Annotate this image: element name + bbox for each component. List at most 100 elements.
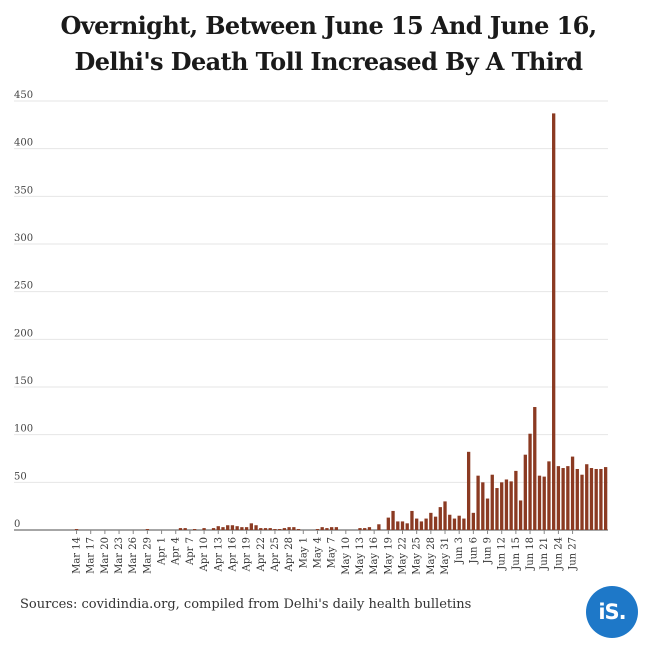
x-tick-label: Jun 3 xyxy=(454,537,465,564)
bar xyxy=(466,451,471,530)
bar xyxy=(443,501,447,530)
x-tick-label: May 10 xyxy=(341,537,352,575)
y-tick-label: 250 xyxy=(14,281,33,292)
bar xyxy=(471,512,476,530)
bar xyxy=(363,528,367,530)
bar xyxy=(367,527,372,530)
x-tick-label: Apr 1 xyxy=(157,537,168,566)
bar xyxy=(377,524,381,530)
bar xyxy=(278,529,282,530)
x-tick-label: Apr 7 xyxy=(185,537,196,566)
bar xyxy=(462,518,466,530)
bar xyxy=(244,527,249,530)
bar xyxy=(400,521,405,530)
y-tick-label: 400 xyxy=(14,138,33,149)
bar xyxy=(325,528,329,530)
bar xyxy=(528,433,532,530)
bar xyxy=(334,527,339,530)
bar xyxy=(183,528,187,530)
bar xyxy=(542,476,546,530)
y-tick-label: 200 xyxy=(14,328,33,339)
y-tick-label: 0 xyxy=(14,519,20,530)
bar xyxy=(419,521,424,530)
bar xyxy=(358,528,362,530)
x-tick-label: May 16 xyxy=(369,537,380,575)
indiaspend-logo: iS. xyxy=(586,586,638,638)
bar xyxy=(235,526,239,530)
bar xyxy=(386,517,390,530)
x-tick-label: Apr 19 xyxy=(242,537,253,572)
y-tick-label: 50 xyxy=(14,471,27,482)
x-tick-label: May 25 xyxy=(412,537,423,575)
x-tick-label: May 13 xyxy=(355,537,366,575)
bar xyxy=(589,468,594,530)
bar xyxy=(500,482,504,530)
bar xyxy=(552,113,556,530)
bar xyxy=(221,527,225,530)
bar xyxy=(268,528,272,530)
bar xyxy=(211,528,216,530)
x-tick-label: May 31 xyxy=(440,537,451,575)
x-tick-label: Mar 17 xyxy=(86,537,97,574)
x-tick-label: Mar 20 xyxy=(100,537,111,574)
x-tick-label: May 4 xyxy=(312,537,323,568)
x-tick-label: Apr 4 xyxy=(171,537,182,566)
bar xyxy=(518,500,523,530)
x-tick-label: May 7 xyxy=(327,537,338,568)
x-tick-label: Jun 24 xyxy=(553,537,564,571)
bar xyxy=(585,464,589,530)
bar xyxy=(263,528,268,530)
bar xyxy=(566,466,570,530)
x-tick-label: Apr 25 xyxy=(270,537,281,572)
x-tick-label: Jun 6 xyxy=(468,537,479,564)
x-tick-label: Mar 29 xyxy=(142,537,153,574)
bar xyxy=(216,526,220,530)
bar xyxy=(178,528,183,530)
bar xyxy=(537,475,542,530)
bar xyxy=(533,407,537,530)
bar xyxy=(405,523,409,530)
bar xyxy=(556,466,561,530)
bar xyxy=(424,518,428,530)
x-tick-label: Mar 14 xyxy=(72,537,83,574)
x-tick-label: Jun 15 xyxy=(511,537,522,571)
bar xyxy=(599,468,603,530)
bar xyxy=(259,528,263,530)
bar xyxy=(254,525,258,530)
bar xyxy=(575,468,579,530)
bar xyxy=(509,481,513,530)
bar xyxy=(603,467,608,530)
y-tick-label: 350 xyxy=(14,185,33,196)
bar xyxy=(457,515,461,530)
y-tick-label: 150 xyxy=(14,376,33,387)
y-tick-label: 450 xyxy=(14,90,33,101)
bar xyxy=(315,529,320,530)
x-tick-label: Jun 18 xyxy=(525,537,536,571)
x-tick-label: Jun 21 xyxy=(539,537,550,571)
bar xyxy=(594,468,598,530)
bar xyxy=(282,528,287,530)
title-line-2: Delhi's Death Toll Increased By A Third xyxy=(74,47,584,76)
source-note: Sources: covidindia.org, compiled from D… xyxy=(20,597,472,612)
bar xyxy=(240,527,244,530)
x-tick-label: Apr 22 xyxy=(256,537,267,572)
x-tick-label: May 28 xyxy=(426,537,437,575)
bar xyxy=(74,529,79,530)
bar xyxy=(438,507,442,530)
x-tick-label: Apr 28 xyxy=(284,537,295,572)
bar xyxy=(429,512,433,530)
bar xyxy=(433,516,438,530)
chart-title: Overnight, Between June 15 And June 16, … xyxy=(0,8,657,80)
bar xyxy=(287,527,291,530)
x-tick-label: Jun 9 xyxy=(483,537,494,564)
bar xyxy=(561,468,565,530)
bar xyxy=(292,527,296,530)
y-tick-label: 100 xyxy=(14,424,33,435)
bar xyxy=(570,456,575,530)
x-tick-label: May 19 xyxy=(383,537,394,575)
bar xyxy=(230,525,235,530)
x-tick-label: Mar 23 xyxy=(114,537,125,574)
bar xyxy=(514,470,518,530)
bar xyxy=(226,525,230,530)
